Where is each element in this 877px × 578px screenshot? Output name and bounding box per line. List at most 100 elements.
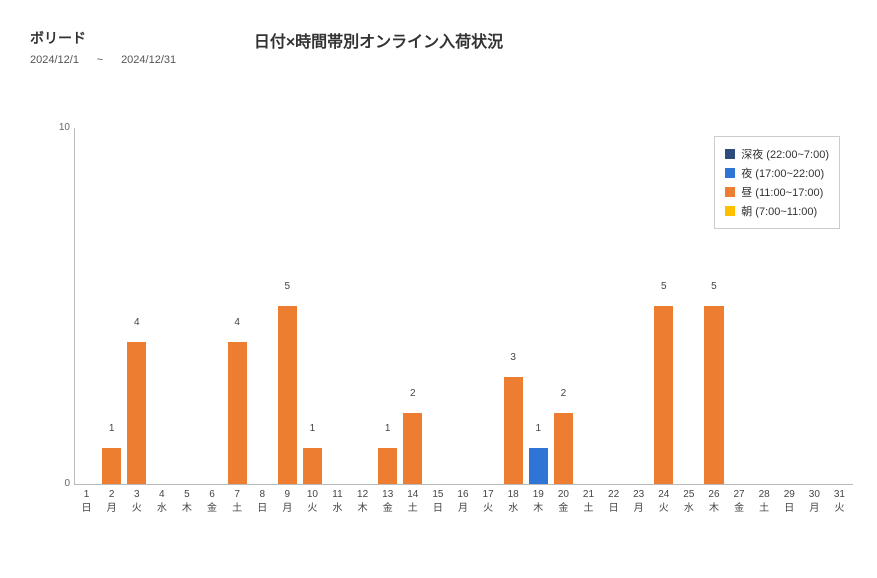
x-tick: 23月 <box>626 488 651 516</box>
x-tick: 3火 <box>124 488 149 516</box>
x-tick: 29日 <box>777 488 802 516</box>
x-tick-day: 14 <box>400 488 425 502</box>
bar-column <box>676 128 701 484</box>
x-tick: 28土 <box>752 488 777 516</box>
bar-value-label: 5 <box>275 281 300 292</box>
legend-swatch <box>725 187 735 197</box>
x-tick: 7土 <box>225 488 250 516</box>
bar-segment-noon <box>504 377 523 484</box>
bar-column <box>174 128 199 484</box>
x-tick: 21土 <box>576 488 601 516</box>
bar-column <box>149 128 174 484</box>
bar-value-label: 4 <box>124 317 149 328</box>
x-tick-weekday: 火 <box>651 502 676 516</box>
x-tick-day: 19 <box>526 488 551 502</box>
x-tick: 31火 <box>827 488 852 516</box>
date-tilde: ~ <box>82 54 118 66</box>
chart-area: 010 144511231255 1日2月3火4水5木6金7土8日9月10火11… <box>52 128 852 548</box>
x-tick-weekday: 月 <box>99 502 124 516</box>
x-tick-weekday: 木 <box>701 502 726 516</box>
bar-column: 5 <box>275 128 300 484</box>
bar-column: 5 <box>651 128 676 484</box>
bar-value-label: 1 <box>375 423 400 434</box>
bar-column <box>425 128 450 484</box>
x-tick-day: 8 <box>250 488 275 502</box>
bar-column <box>476 128 501 484</box>
bar-column: 3 <box>501 128 526 484</box>
x-tick: 25水 <box>676 488 701 516</box>
legend-swatch <box>725 206 735 216</box>
x-tick-weekday: 木 <box>174 502 199 516</box>
x-tick-day: 28 <box>752 488 777 502</box>
bar-column <box>350 128 375 484</box>
bar-column <box>450 128 475 484</box>
y-tick: 0 <box>52 478 70 489</box>
x-tick-weekday: 金 <box>551 502 576 516</box>
date-from: 2024/12/1 <box>30 54 79 66</box>
bar-column <box>325 128 350 484</box>
x-tick-weekday: 土 <box>576 502 601 516</box>
bar-segment-noon <box>378 448 397 484</box>
x-tick-day: 17 <box>476 488 501 502</box>
x-tick-weekday: 火 <box>300 502 325 516</box>
bar-value-label: 4 <box>225 317 250 328</box>
x-tick-day: 31 <box>827 488 852 502</box>
bar-segment-noon <box>102 448 121 484</box>
x-tick-weekday: 日 <box>601 502 626 516</box>
x-tick-day: 13 <box>375 488 400 502</box>
x-tick-day: 29 <box>777 488 802 502</box>
x-tick-day: 23 <box>626 488 651 502</box>
x-tick: 10火 <box>300 488 325 516</box>
bar-segment-noon <box>554 413 573 484</box>
page-title: 日付×時間帯別オンライン入荷状況 <box>0 28 817 52</box>
legend-label: 夜 (17:00~22:00) <box>741 165 824 181</box>
bar-value-label: 1 <box>300 423 325 434</box>
x-tick-day: 12 <box>350 488 375 502</box>
x-tick: 11水 <box>325 488 350 516</box>
x-tick-day: 26 <box>701 488 726 502</box>
bar-value-label: 3 <box>501 352 526 363</box>
bar-column <box>250 128 275 484</box>
x-tick-day: 22 <box>601 488 626 502</box>
x-tick-weekday: 土 <box>752 502 777 516</box>
x-tick-weekday: 月 <box>450 502 475 516</box>
x-tick-weekday: 日 <box>74 502 99 516</box>
x-tick-weekday: 金 <box>375 502 400 516</box>
x-tick-weekday: 金 <box>199 502 224 516</box>
bar-column: 1 <box>99 128 124 484</box>
legend-item: 夜 (17:00~22:00) <box>725 165 829 181</box>
x-tick-weekday: 日 <box>250 502 275 516</box>
x-tick-weekday: 水 <box>676 502 701 516</box>
bar-segment-noon <box>704 306 723 484</box>
x-tick: 14土 <box>400 488 425 516</box>
x-tick: 30月 <box>802 488 827 516</box>
bar-value-label: 1 <box>99 423 124 434</box>
legend-item: 朝 (7:00~11:00) <box>725 203 829 219</box>
x-tick-weekday: 水 <box>501 502 526 516</box>
y-tick: 10 <box>52 122 70 133</box>
x-tick-day: 11 <box>325 488 350 502</box>
bar-column: 4 <box>124 128 149 484</box>
x-tick: 12木 <box>350 488 375 516</box>
legend-label: 昼 (11:00~17:00) <box>741 184 823 200</box>
x-tick: 24火 <box>651 488 676 516</box>
x-tick: 6金 <box>199 488 224 516</box>
x-tick-day: 9 <box>275 488 300 502</box>
x-tick: 19木 <box>526 488 551 516</box>
x-tick-day: 18 <box>501 488 526 502</box>
x-tick: 26木 <box>701 488 726 516</box>
x-tick-weekday: 木 <box>526 502 551 516</box>
legend-item: 昼 (11:00~17:00) <box>725 184 829 200</box>
x-tick: 9月 <box>275 488 300 516</box>
bar-column <box>199 128 224 484</box>
date-range: 2024/12/1 ~ 2024/12/31 <box>30 54 176 66</box>
x-tick: 4水 <box>149 488 174 516</box>
x-tick-weekday: 木 <box>350 502 375 516</box>
x-tick-day: 24 <box>651 488 676 502</box>
x-tick: 8日 <box>250 488 275 516</box>
bar-column <box>601 128 626 484</box>
bar-column: 4 <box>225 128 250 484</box>
x-tick-weekday: 水 <box>149 502 174 516</box>
x-tick-day: 4 <box>149 488 174 502</box>
bar-segment-noon <box>228 342 247 484</box>
